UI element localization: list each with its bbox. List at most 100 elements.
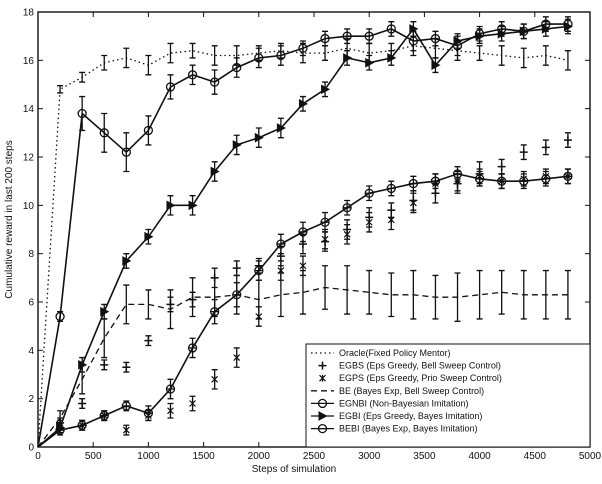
data-point [122,256,132,266]
error-bar [277,272,284,318]
data-point [298,43,308,53]
data-point [320,217,330,227]
x-tick-label: 0 [35,451,41,462]
error-bar [57,311,64,322]
data-point [386,24,396,34]
data-point [541,143,550,152]
data-point [100,306,110,317]
data-point [541,24,551,34]
data-point [299,262,307,270]
error-bar [123,132,130,173]
error-bar [167,42,174,64]
error-bar [542,269,549,320]
data-point [298,227,308,237]
data-point [320,33,330,44]
legend-label: BEBI (Bayes Exp, Bayes Imitation) [339,424,478,434]
data-point [188,200,198,211]
series-1 [37,35,571,448]
data-point [211,375,219,383]
data-point [232,290,242,300]
data-point [187,70,198,80]
data-point [210,166,220,177]
error-bar [366,269,373,315]
legend-label: Oracle(Fixed Policy Mentor) [339,348,451,358]
error-bar [520,269,527,320]
x-tick-label: 1000 [137,451,160,462]
data-point [143,408,154,418]
legend-item: Oracle(Fixed Policy Mentor) [311,348,451,358]
data-point [100,360,109,369]
legend: Oracle(Fixed Policy Mentor) EGBS (Eps Gre… [305,343,591,448]
error-bar [520,47,527,69]
data-point [318,361,327,370]
data-point [519,148,528,157]
series-group [37,16,573,448]
data-point [78,359,88,370]
data-point [232,62,242,73]
data-point [122,363,131,372]
data-point [519,26,529,37]
data-point [519,176,529,186]
data-point [144,336,153,345]
data-point [254,132,264,143]
data-point [365,57,375,68]
error-bar [189,277,196,318]
error-bar [101,112,108,153]
data-point [77,420,87,430]
data-point [317,423,328,434]
data-point [254,53,264,63]
data-point [232,140,242,150]
error-bar [101,54,108,71]
legend-label: EGBI (Eps Greedy, Bayes Imitation) [339,411,482,421]
legend-item: EGBS (Eps Greedy, Bell Sweep Control) [318,361,501,371]
y-axis-label: Cumulative reward in last 200 steps [4,140,15,298]
error-bar [79,95,86,132]
error-bar [564,50,571,71]
error-bar [322,265,329,310]
data-point [254,265,264,276]
x-tick-label: 2500 [303,451,326,462]
data-point [563,136,572,145]
data-point [232,264,241,273]
data-point [318,411,328,421]
error-bar [498,269,505,315]
data-point [387,53,397,63]
error-bar [277,45,284,66]
data-point [474,174,485,184]
data-point [563,21,573,32]
data-point [233,354,241,362]
data-point [453,36,463,46]
error-bar [211,69,218,95]
error-bar [101,318,108,359]
y-tick-label: 16 [23,56,35,67]
data-point [298,98,309,109]
error-bar [255,47,262,69]
data-point [430,176,441,186]
y-tick-label: 2 [28,394,34,405]
legend-item: EGBI (Eps Greedy, Bayes Imitation) [311,411,482,421]
error-bar [476,45,483,61]
error-bar [498,45,505,66]
data-point [276,239,286,249]
data-point [343,230,351,238]
error-bar [388,272,395,318]
data-point [321,235,329,243]
data-point [317,398,328,409]
legend-item: BE (Bayes Exp, Bell Sweep Control) [311,386,484,396]
error-bar [145,115,152,146]
x-tick-label: 1500 [192,451,215,462]
data-point [475,31,485,42]
data-point [408,36,419,46]
error-bar [299,269,306,315]
x-tick-label: 5000 [579,451,602,462]
data-point [55,311,65,322]
x-tick-label: 3000 [358,451,381,462]
error-bar [211,45,218,66]
data-point [430,33,441,44]
y-tick-label: 10 [23,201,35,212]
y-tick-label: 6 [28,298,34,309]
error-bar [454,272,461,322]
data-point [541,174,551,184]
